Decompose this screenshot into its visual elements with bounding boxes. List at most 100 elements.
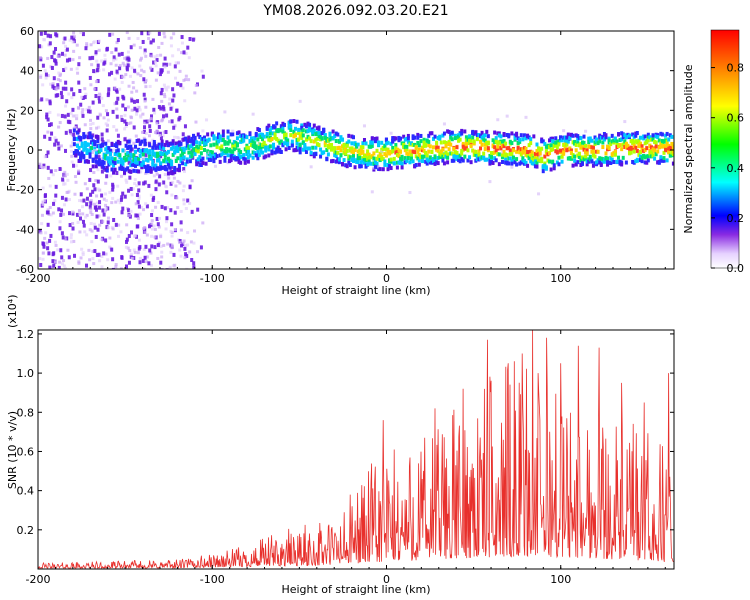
spectrogram-noise-cell bbox=[49, 213, 53, 217]
spectrogram-signal-cell bbox=[627, 150, 631, 155]
spectrogram-signal-cell bbox=[325, 156, 329, 161]
spectrogram-noise-cell bbox=[112, 148, 116, 152]
spectrogram-signal-cell bbox=[472, 139, 476, 144]
spectrogram-noise-cell bbox=[42, 242, 46, 247]
spectrogram-signal-cell bbox=[593, 140, 597, 145]
spectrogram-signal-cell bbox=[631, 132, 635, 137]
spectrogram-noise-cell bbox=[116, 133, 120, 138]
spectrogram-signal-cell bbox=[475, 157, 479, 162]
spectrogram-noise-cell bbox=[70, 96, 74, 100]
spectrogram-signal-cell bbox=[121, 161, 125, 166]
spectrogram-signal-cell bbox=[477, 152, 481, 157]
spectrogram-signal-cell bbox=[231, 142, 235, 147]
spectrogram-signal-cell bbox=[574, 148, 578, 153]
spectrogram-signal-cell bbox=[648, 135, 652, 140]
spectrogram-signal-cell bbox=[333, 153, 337, 158]
spectrogram-signal-cell bbox=[223, 155, 227, 160]
spectrogram-signal-cell bbox=[97, 158, 101, 163]
spectrogram-noise-cell bbox=[88, 109, 92, 114]
spectrogram-noise-cell bbox=[94, 178, 98, 182]
spectrogram-signal-cell bbox=[333, 149, 337, 154]
spectrogram-noise-cell bbox=[118, 201, 122, 205]
spectrogram-noise-cell bbox=[169, 208, 173, 213]
spectrogram-noise-cell bbox=[45, 241, 49, 245]
snr-frame bbox=[37, 329, 675, 570]
spectrogram-signal-cell bbox=[519, 152, 523, 157]
spectrogram-noise-cell bbox=[75, 43, 79, 47]
spectrogram-signal-cell bbox=[438, 136, 442, 141]
spectrogram-signal-cell bbox=[653, 139, 657, 144]
spectrogram-signal-cell bbox=[121, 148, 125, 153]
spectrogram-noise-cell bbox=[42, 244, 46, 249]
spectrogram-signal-cell bbox=[157, 145, 161, 150]
spectrogram-signal-cell bbox=[306, 129, 310, 134]
spectrogram-signal-cell bbox=[602, 158, 606, 163]
spectrogram-signal-cell bbox=[141, 152, 145, 157]
spectrogram-signal-cell bbox=[90, 140, 94, 145]
spectrogram-noise-cell bbox=[61, 235, 65, 240]
spectrogram-signal-cell bbox=[555, 149, 559, 154]
spectrogram-noise-cell bbox=[40, 222, 44, 226]
spectrogram-signal-cell bbox=[130, 159, 134, 164]
spectrogram-faint-cell bbox=[389, 131, 393, 135]
spectrogram-noise-cell bbox=[103, 53, 107, 57]
spectrogram-signal-cell bbox=[289, 133, 293, 138]
spectrogram-signal-cell bbox=[77, 158, 81, 163]
spectrogram-faint-cell bbox=[149, 117, 153, 121]
spectrogram-signal-cell bbox=[601, 157, 605, 162]
spectrogram-noise-cell bbox=[156, 222, 160, 227]
spectrogram-noise-cell bbox=[49, 169, 53, 174]
spectrogram-signal-cell bbox=[176, 146, 180, 151]
spectrogram-signal-cell bbox=[457, 158, 461, 163]
spectrogram-signal-cell bbox=[132, 153, 136, 158]
spectrogram-signal-cell bbox=[496, 131, 500, 136]
spectrogram-signal-cell bbox=[529, 152, 533, 157]
spectrogram-signal-cell bbox=[168, 165, 172, 170]
spectrogram-signal-cell bbox=[331, 158, 335, 163]
spectrogram-noise-cell bbox=[72, 132, 76, 137]
spectrogram-signal-cell bbox=[315, 132, 319, 137]
spectrogram-signal-cell bbox=[245, 152, 249, 157]
spectrogram-noise-cell bbox=[69, 236, 73, 240]
spectrogram-noise-cell bbox=[96, 201, 100, 205]
spectrogram-noise-cell bbox=[183, 99, 187, 103]
spectrogram-signal-cell bbox=[543, 154, 547, 159]
spectrogram-noise-cell bbox=[98, 259, 102, 263]
spectrogram-signal-cell bbox=[228, 158, 232, 163]
spectrogram-signal-cell bbox=[182, 148, 186, 153]
spectrogram-noise-cell bbox=[160, 250, 164, 254]
spectrogram-signal-cell bbox=[300, 132, 304, 137]
spectrogram-signal-cell bbox=[351, 135, 355, 140]
spectrogram-signal-cell bbox=[359, 151, 363, 156]
spectrogram-signal-cell bbox=[132, 157, 136, 162]
spectrogram-signal-cell bbox=[439, 155, 443, 160]
spectrogram-noise-cell bbox=[113, 77, 117, 81]
spectrogram-signal-cell bbox=[221, 129, 225, 134]
spectrogram-noise-cell bbox=[45, 98, 49, 102]
spectrogram-signal-cell bbox=[444, 140, 448, 145]
spectrogram-signal-cell bbox=[438, 151, 442, 156]
spectrogram-signal-cell bbox=[500, 160, 504, 165]
spectrogram-noise-cell bbox=[176, 81, 180, 86]
spectrogram-signal-cell bbox=[612, 140, 616, 145]
snr-xtick-label: 100 bbox=[550, 573, 571, 586]
spectrogram-signal-cell bbox=[472, 149, 476, 154]
spectrogram-signal-cell bbox=[298, 146, 302, 151]
spectrogram-signal-cell bbox=[105, 165, 109, 170]
spectrogram-noise-cell bbox=[130, 256, 134, 260]
spectrogram-noise-cell bbox=[104, 238, 108, 243]
spectrogram-signal-cell bbox=[405, 144, 409, 149]
spectrogram-noise-cell bbox=[75, 117, 79, 121]
spectrogram-signal-cell bbox=[646, 138, 650, 143]
spectrogram-noise-cell bbox=[136, 99, 140, 104]
spectrogram-noise-cell bbox=[100, 254, 104, 258]
spectrogram-noise-cell bbox=[64, 148, 68, 153]
spectrogram-noise-cell bbox=[60, 51, 64, 56]
spectrogram-signal-cell bbox=[369, 140, 373, 145]
spectrogram-signal-cell bbox=[649, 154, 653, 159]
spectrogram-signal-cell bbox=[224, 147, 228, 152]
spectrogram-signal-cell bbox=[101, 159, 105, 164]
spectrogram-signal-cell bbox=[483, 147, 487, 152]
spectrogram-signal-cell bbox=[494, 158, 498, 163]
spectrogram-signal-cell bbox=[645, 140, 649, 145]
